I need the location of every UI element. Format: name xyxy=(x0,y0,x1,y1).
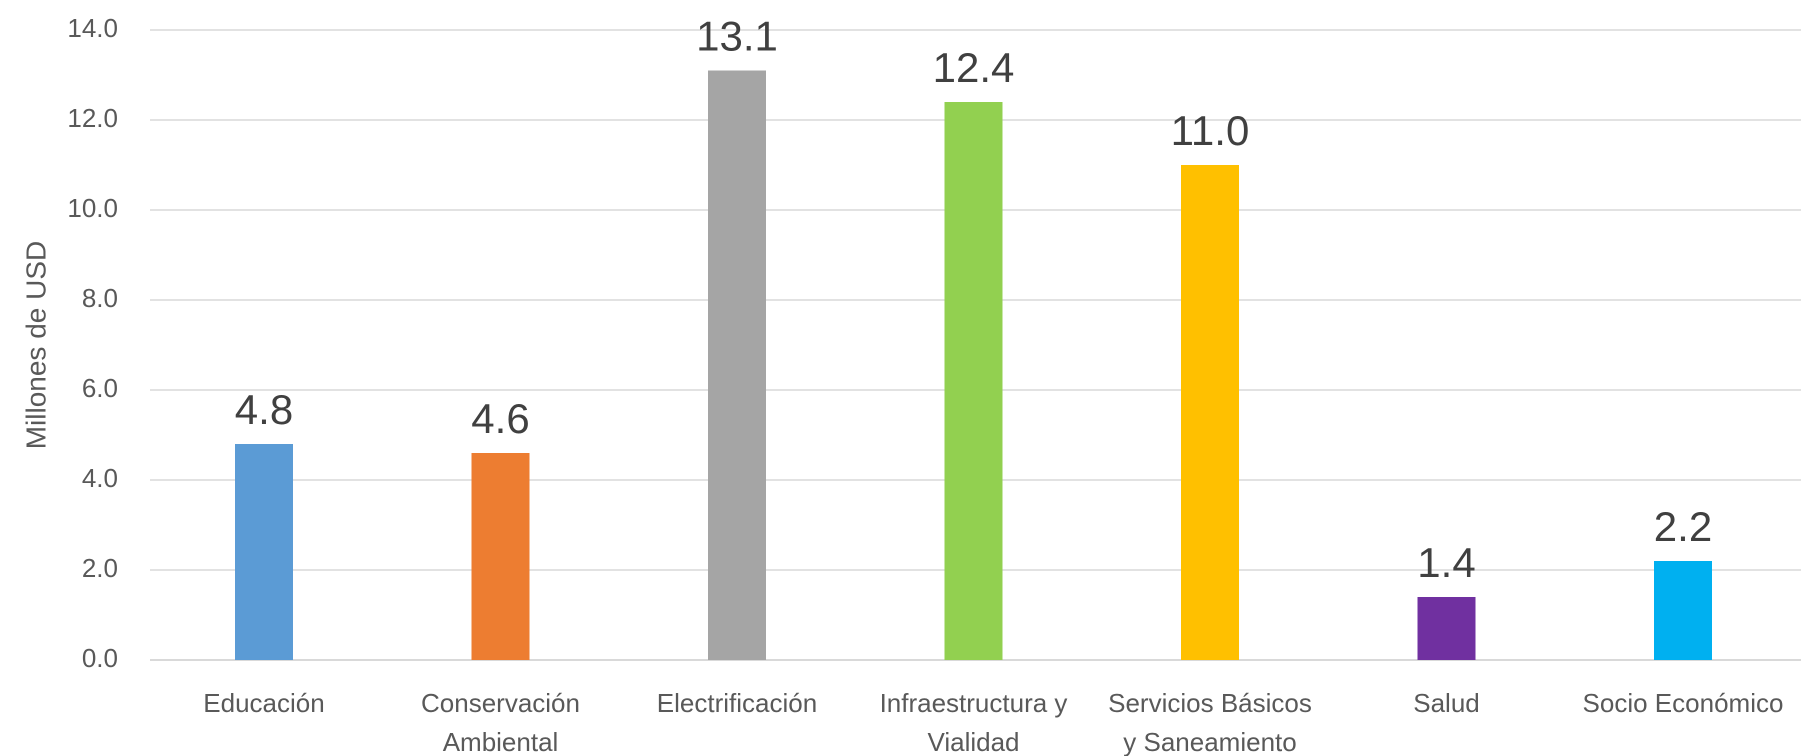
x-category-label-line: Infraestructura y xyxy=(880,688,1068,718)
x-category-label-line: Salud xyxy=(1413,688,1480,718)
x-category-label-line: Servicios Básicos xyxy=(1108,688,1312,718)
data-label: 4.8 xyxy=(235,386,293,433)
data-label: 4.6 xyxy=(471,395,529,442)
x-category-label-line: Electrificación xyxy=(657,688,817,718)
x-category-label-line: Ambiental xyxy=(443,727,559,756)
x-category-label-line: Vialidad xyxy=(927,727,1019,756)
bar xyxy=(708,70,766,660)
x-category-label-line: Socio Económico xyxy=(1583,688,1784,718)
x-category-label: Socio Económico xyxy=(1583,688,1784,718)
x-category-label: Infraestructura y Vialidad xyxy=(880,688,1068,756)
y-tick-label: 4.0 xyxy=(82,463,118,493)
y-tick-label: 8.0 xyxy=(82,283,118,313)
y-tick-label: 6.0 xyxy=(82,373,118,403)
x-category-label-line: Conservación xyxy=(421,688,580,718)
bar xyxy=(1181,165,1239,660)
bar xyxy=(944,102,1003,660)
data-label: 1.4 xyxy=(1417,539,1475,586)
x-category-label: Electrificación xyxy=(657,688,817,718)
y-tick-label: 2.0 xyxy=(82,553,118,583)
x-category-label: Servicios Básicos y Saneamiento xyxy=(1108,688,1312,756)
bar xyxy=(1417,597,1476,660)
y-tick-label: 10.0 xyxy=(67,193,118,223)
data-label: 2.2 xyxy=(1654,503,1712,550)
y-tick-label: 0.0 xyxy=(82,643,118,673)
x-axis-categories: Educación Conservación Ambiental Electrific… xyxy=(203,688,1783,756)
y-axis-title: Millones de USD xyxy=(20,241,51,450)
y-axis-ticks: 0.0 2.0 4.0 6.0 8.0 10.0 12.0 14.0 xyxy=(67,13,118,673)
x-category-label-line: Educación xyxy=(203,688,324,718)
bar xyxy=(1654,561,1712,660)
bar xyxy=(235,444,293,660)
data-label: 13.1 xyxy=(696,13,778,60)
bar xyxy=(471,453,530,660)
x-category-label-line: y Saneamiento xyxy=(1123,727,1296,756)
x-category-label: Educación xyxy=(203,688,324,718)
data-labels: 4.8 4.6 13.1 12.4 11.0 1.4 2.2 xyxy=(235,13,1712,587)
data-label: 11.0 xyxy=(1171,107,1250,154)
y-tick-label: 14.0 xyxy=(67,13,118,43)
x-category-label: Salud xyxy=(1413,688,1480,718)
bars xyxy=(235,70,1712,660)
data-label: 12.4 xyxy=(933,44,1015,91)
y-tick-label: 12.0 xyxy=(67,103,118,133)
x-category-label: Conservación Ambiental xyxy=(421,688,580,756)
